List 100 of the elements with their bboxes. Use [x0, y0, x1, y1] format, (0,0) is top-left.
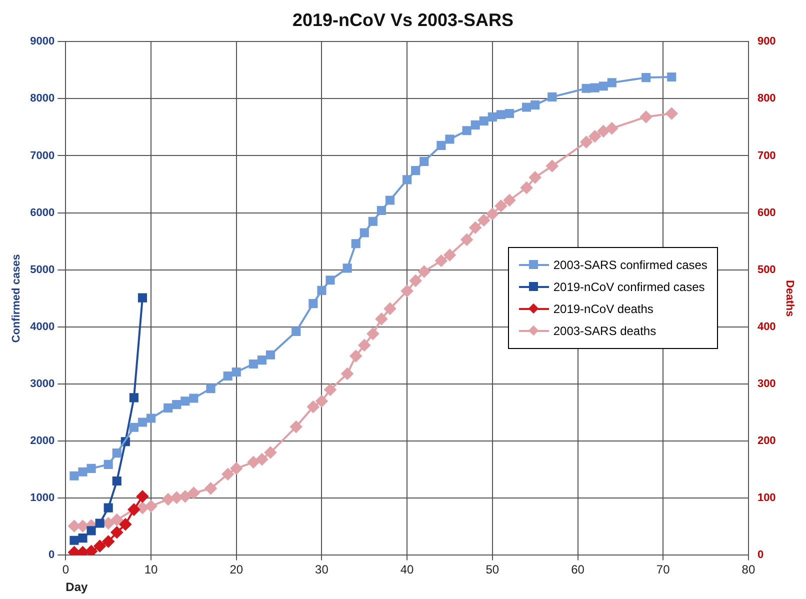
point — [257, 355, 267, 365]
point — [112, 476, 122, 486]
point — [418, 266, 430, 278]
point — [78, 467, 88, 476]
point — [326, 276, 335, 285]
point — [222, 468, 234, 480]
point — [410, 274, 422, 287]
y2-tick-label: 400 — [757, 320, 776, 333]
point — [94, 540, 106, 552]
point — [641, 73, 651, 82]
point — [223, 371, 232, 381]
point — [290, 420, 302, 433]
point — [360, 228, 369, 238]
point — [247, 456, 260, 468]
point — [78, 534, 88, 543]
y-tick-label: 4000 — [30, 320, 55, 333]
point — [70, 471, 79, 480]
point — [588, 130, 601, 142]
x-tick-label: 30 — [315, 562, 329, 577]
point — [350, 350, 362, 362]
point — [546, 160, 558, 172]
point — [164, 403, 173, 413]
point — [146, 414, 156, 423]
point — [206, 384, 216, 394]
point — [590, 83, 600, 92]
y-tick-label: 7000 — [30, 150, 55, 162]
point — [136, 490, 148, 502]
point — [496, 110, 506, 120]
x-tick-label: 50 — [486, 562, 500, 577]
point — [460, 234, 473, 246]
point — [162, 493, 174, 506]
y-tick-label: 2000 — [30, 435, 55, 448]
y2-tick-label: 100 — [757, 492, 776, 504]
point — [104, 503, 113, 512]
point — [606, 122, 618, 134]
point — [666, 108, 678, 120]
point — [375, 312, 388, 325]
y2-tick-label: 800 — [757, 92, 776, 105]
point — [598, 82, 608, 91]
point — [316, 395, 328, 408]
point — [70, 536, 79, 545]
point — [486, 208, 498, 220]
point — [436, 140, 446, 150]
point — [85, 545, 98, 556]
point — [597, 125, 610, 138]
point — [420, 156, 429, 166]
point — [248, 359, 258, 369]
point — [488, 112, 497, 122]
point — [230, 462, 242, 474]
point — [308, 299, 318, 308]
point — [358, 339, 370, 352]
y2-tick-label: 500 — [757, 264, 776, 276]
x-tick-label: 0 — [62, 562, 70, 577]
y-tick-label: 5000 — [30, 264, 55, 276]
y2-tick-label: 700 — [757, 150, 776, 162]
point — [179, 490, 192, 502]
point — [402, 175, 412, 184]
point — [351, 239, 360, 248]
point — [129, 393, 138, 402]
point — [503, 194, 516, 206]
y2-axis-title: Deaths — [783, 280, 796, 317]
point — [445, 134, 454, 144]
point — [317, 286, 326, 295]
y2-tick-label: 300 — [757, 378, 776, 390]
point — [366, 328, 379, 340]
point — [376, 206, 386, 216]
point — [86, 526, 96, 536]
y2-tick-label: 900 — [757, 36, 776, 48]
point — [188, 487, 200, 499]
point — [256, 453, 268, 466]
legend-label: 2003-SARS confirmed cases — [553, 257, 708, 274]
point — [172, 400, 182, 410]
y2-tick-label: 600 — [757, 206, 776, 219]
x-tick-label: 60 — [571, 562, 585, 577]
x-tick-label: 40 — [400, 562, 414, 577]
point — [401, 284, 414, 297]
point — [470, 120, 480, 130]
point — [530, 100, 540, 110]
y-tick-label: 3000 — [30, 378, 55, 390]
point — [112, 448, 122, 458]
point — [110, 514, 123, 526]
point — [138, 418, 148, 427]
point — [667, 72, 676, 82]
point — [189, 394, 198, 403]
legend-label: 2019-nCoV deaths — [553, 301, 654, 318]
point — [529, 171, 542, 184]
point — [324, 384, 336, 396]
point — [204, 482, 217, 494]
point — [580, 136, 592, 148]
point — [292, 326, 301, 336]
point — [479, 116, 488, 126]
point — [444, 249, 456, 262]
y-tick-label: 6000 — [30, 206, 55, 219]
point — [582, 84, 591, 93]
point — [104, 460, 113, 469]
point — [95, 518, 104, 528]
y2-tick-label: 200 — [757, 435, 776, 448]
x-tick-label: 20 — [230, 562, 244, 577]
point — [462, 126, 472, 136]
y-tick-label: 9000 — [30, 36, 55, 48]
